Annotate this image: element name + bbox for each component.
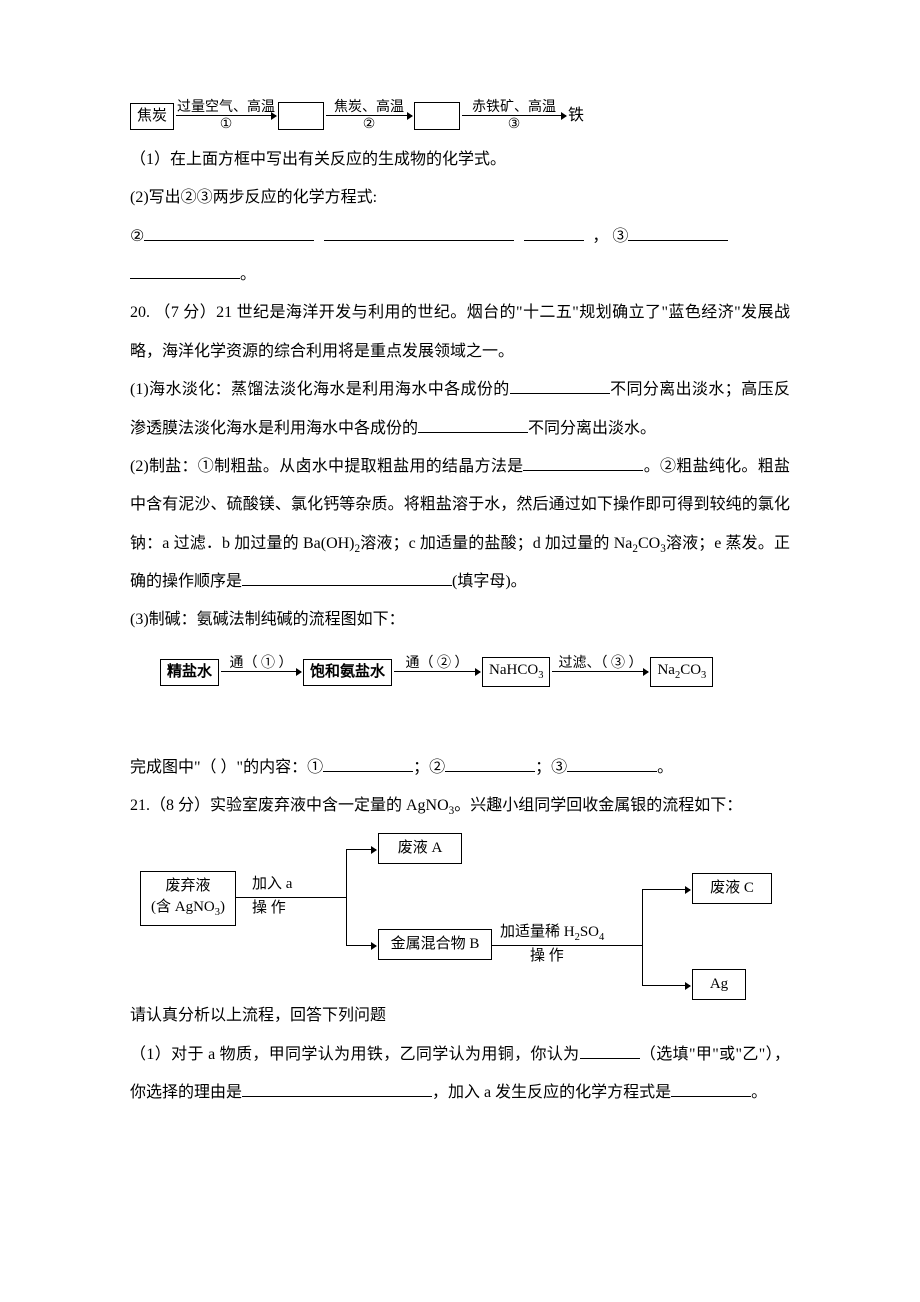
q21-p2: （1）对于 a 物质，甲同学认为用铁，乙同学认为用铜，你认为（选填"甲"或"乙"… bbox=[130, 1036, 790, 1113]
q20-p3: (3)制碱：氨碱法制纯碱的流程图如下： bbox=[130, 601, 790, 639]
blank bbox=[144, 225, 314, 240]
blank bbox=[524, 225, 584, 240]
blank bbox=[242, 1080, 432, 1097]
q21-box-b: 金属混合物 B bbox=[378, 929, 492, 960]
q21-diagram: 废弃液 (含 AgNO3) 加入 a 操 作 废液 A 金属混合物 B 加适量稀… bbox=[130, 831, 790, 991]
q19-flow: 焦炭 过量空气、高温 ① 焦炭、高温 ② 赤铁矿、高温 ③ 铁 bbox=[130, 100, 790, 133]
q19-end-iron: 铁 bbox=[568, 105, 584, 127]
q20-head: 20. （7 分）21 世纪是海洋开发与利用的世纪。烟台的"十二五"规划确立了"… bbox=[130, 294, 790, 371]
q19-box-empty-1 bbox=[278, 102, 324, 130]
q19-line4: 。 bbox=[130, 256, 790, 294]
blank bbox=[130, 264, 240, 279]
q20-box-1: 精盐水 bbox=[160, 659, 219, 686]
q20-arrow-3: 过滤、（ ③ ） bbox=[552, 656, 648, 689]
q19-arrow-3: 赤铁矿、高温 ③ bbox=[462, 100, 566, 133]
blank bbox=[671, 1080, 751, 1097]
q21-box-c: 废液 C bbox=[692, 873, 772, 904]
q21-label-op2: 操 作 bbox=[530, 947, 564, 967]
q20-flow: 精盐水 通（ ① ） 饱和氨盐水 通（ ② ） NaHCO3 过滤、（ ③ ） … bbox=[160, 656, 790, 689]
q19-line3: ② ， ③ bbox=[130, 218, 790, 256]
q21-p1: 请认真分析以上流程，回答下列问题 bbox=[130, 997, 790, 1035]
q21-box-ag: Ag bbox=[692, 969, 746, 1000]
q21-box-waste: 废弃液 (含 AgNO3) bbox=[140, 871, 236, 926]
q19-arrow-1: 过量空气、高温 ① bbox=[176, 100, 276, 133]
q21-label-op1: 操 作 bbox=[252, 899, 286, 919]
blank bbox=[580, 1042, 640, 1059]
q20-arrow-2: 通（ ② ） bbox=[394, 656, 480, 689]
q20-p2: (2)制盐：①制粗盐。从卤水中提取粗盐用的结晶方法是。②粗盐纯化。粗盐中含有泥沙… bbox=[130, 448, 790, 602]
blank bbox=[523, 454, 643, 471]
blank bbox=[567, 755, 657, 772]
q21-head: 21.（8 分）实验室废弃液中含一定量的 AgNO3。兴趣小组同学回收金属银的流… bbox=[130, 787, 790, 825]
blank bbox=[242, 569, 452, 586]
q20-box-2: 饱和氨盐水 bbox=[303, 659, 392, 686]
blank bbox=[418, 416, 528, 433]
q21-label-h2so4: 加适量稀 H2SO4 bbox=[500, 923, 604, 945]
blank bbox=[445, 755, 535, 772]
q21-label-add-a: 加入 a bbox=[252, 875, 292, 895]
q20-p4: 完成图中"（ ）"的内容：①；②；③。 bbox=[130, 749, 790, 787]
q20-box-3: NaHCO3 bbox=[482, 657, 550, 687]
blank bbox=[510, 377, 610, 394]
blank bbox=[324, 225, 514, 240]
q19-box-coke: 焦炭 bbox=[130, 103, 174, 130]
blank bbox=[628, 225, 728, 240]
q19-arrow-2: 焦炭、高温 ② bbox=[326, 100, 412, 133]
q19-box-empty-2 bbox=[414, 102, 460, 130]
q21-box-a: 废液 A bbox=[378, 833, 462, 864]
q20-arrow-1: 通（ ① ） bbox=[221, 656, 301, 689]
q19-line2: (2)写出②③两步反应的化学方程式: bbox=[130, 179, 790, 217]
q20-p1: (1)海水淡化：蒸馏法淡化海水是利用海水中各成份的不同分离出淡水；高压反渗透膜法… bbox=[130, 371, 790, 448]
q19-line1: （1）在上面方框中写出有关反应的生成物的化学式。 bbox=[130, 141, 790, 179]
blank bbox=[323, 755, 413, 772]
q20-box-4: Na2CO3 bbox=[650, 657, 713, 687]
